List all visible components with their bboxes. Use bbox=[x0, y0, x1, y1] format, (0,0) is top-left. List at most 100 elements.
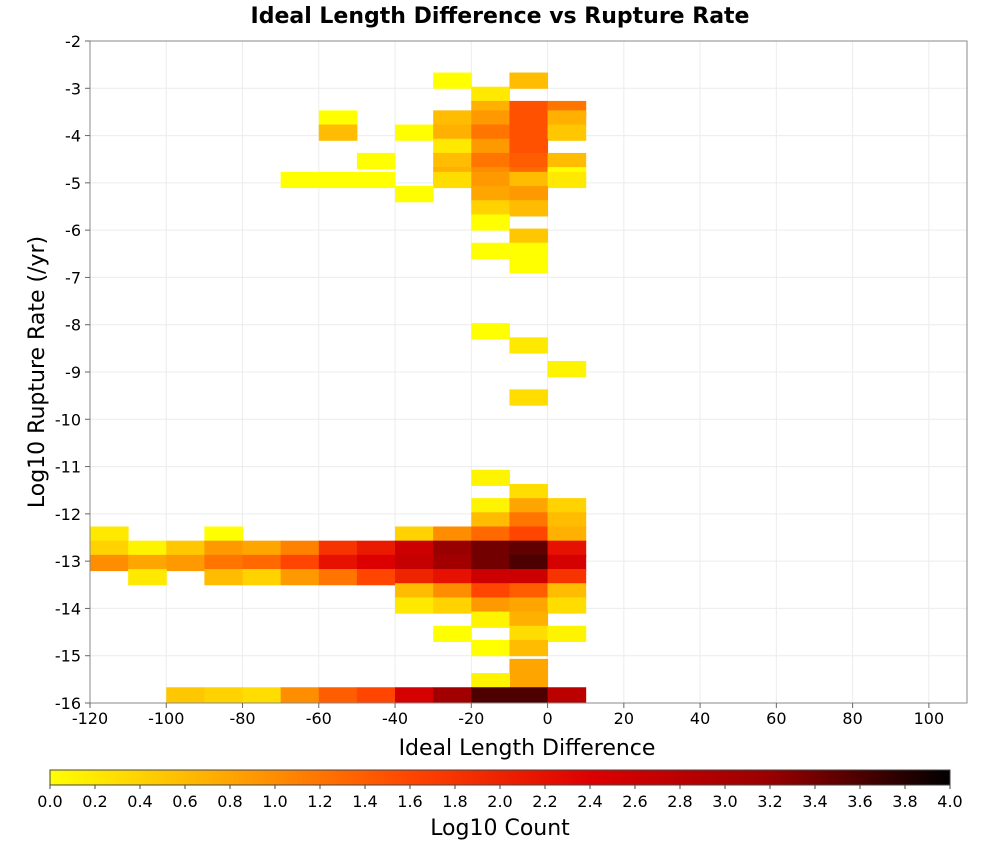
heatmap-cell bbox=[204, 687, 244, 704]
heatmap-cell bbox=[471, 540, 510, 557]
heatmap-cell bbox=[433, 72, 472, 89]
y-tick-label: -15 bbox=[55, 647, 81, 666]
heatmap-cell bbox=[318, 110, 358, 127]
heatmap-cell bbox=[509, 569, 549, 586]
heatmap-cell bbox=[471, 512, 510, 529]
y-tick-label: -4 bbox=[65, 127, 81, 146]
heatmap-cell bbox=[280, 540, 320, 557]
heatmap-cell bbox=[471, 138, 510, 155]
heatmap-cell bbox=[471, 469, 510, 486]
heatmap-cell bbox=[433, 583, 472, 600]
x-tick-label: 20 bbox=[614, 709, 634, 728]
heatmap-cell bbox=[509, 483, 549, 501]
x-axis-ticks: -120 -100 -80 -60 -40 -20 0 20 40 60 80 100 bbox=[72, 703, 944, 728]
colorbar-tick-label: 0.2 bbox=[82, 792, 107, 811]
heatmap-cell bbox=[90, 526, 129, 543]
colorbar-tick-label: 1.0 bbox=[262, 792, 287, 811]
heatmap-cell bbox=[395, 597, 434, 614]
heatmap-cell bbox=[471, 323, 510, 340]
heatmap-cell bbox=[547, 625, 587, 643]
heatmap-cell bbox=[509, 611, 549, 628]
colorbar-tick-label: 2.4 bbox=[577, 792, 602, 811]
heatmap-cell bbox=[356, 687, 396, 704]
heatmap-cell bbox=[433, 138, 472, 155]
heatmap-cell bbox=[471, 110, 510, 127]
colorbar-tick-label: 3.4 bbox=[802, 792, 827, 811]
heatmap-cell bbox=[471, 687, 510, 704]
heatmap-cell bbox=[547, 526, 587, 543]
heatmap-cell bbox=[166, 687, 205, 704]
heatmap-cell bbox=[356, 540, 396, 557]
heatmap-cell bbox=[509, 171, 549, 189]
heatmap-cell bbox=[547, 124, 587, 141]
heatmap-cell bbox=[395, 687, 434, 704]
heatmap-cell bbox=[471, 200, 510, 217]
heatmap-cell bbox=[509, 228, 549, 245]
heatmap-cell bbox=[318, 124, 358, 141]
heatmap-cell bbox=[509, 242, 549, 260]
colorbar-tick-label: 2.2 bbox=[532, 792, 557, 811]
heatmap-cell bbox=[471, 639, 510, 657]
heatmap-cell bbox=[509, 389, 549, 406]
x-tick-label: 40 bbox=[690, 709, 710, 728]
y-tick-label: -2 bbox=[65, 32, 81, 51]
heatmap-cell bbox=[509, 152, 549, 170]
y-tick-label: -12 bbox=[55, 505, 81, 524]
x-tick-label: 60 bbox=[766, 709, 786, 728]
x-tick-label: 0 bbox=[542, 709, 552, 728]
heatmap-cell bbox=[509, 498, 549, 515]
heatmap-cell bbox=[509, 72, 549, 89]
heatmap-cell bbox=[471, 498, 510, 515]
heatmap-cell bbox=[242, 687, 282, 704]
heatmap-cell bbox=[509, 597, 549, 614]
heatmap-cell bbox=[433, 110, 472, 127]
colorbar-tick-label: 3.2 bbox=[757, 792, 782, 811]
heatmap-cell bbox=[433, 152, 472, 170]
heatmap-cell bbox=[509, 200, 549, 217]
heatmap-cell bbox=[280, 569, 320, 586]
heatmap-cell bbox=[547, 110, 587, 127]
heatmap-cell bbox=[547, 152, 587, 170]
heatmap-cell bbox=[547, 540, 587, 557]
y-tick-label: -11 bbox=[55, 458, 81, 477]
heatmap-cell bbox=[547, 687, 587, 704]
colorbar-tick-label: 1.4 bbox=[352, 792, 377, 811]
heatmap-cell bbox=[356, 171, 396, 189]
heatmap-cell bbox=[90, 554, 129, 572]
y-tick-label: -14 bbox=[55, 599, 81, 618]
heatmap-cell bbox=[433, 171, 472, 189]
y-tick-label: -9 bbox=[65, 363, 81, 382]
heatmap-cell bbox=[509, 186, 549, 203]
heatmap-cell bbox=[318, 171, 358, 189]
heatmap-cell bbox=[471, 597, 510, 614]
heatmap-cell bbox=[471, 554, 510, 572]
colorbar-tick-label: 0.4 bbox=[127, 792, 152, 811]
y-tick-label: -10 bbox=[55, 410, 81, 429]
heatmap-cell bbox=[471, 583, 510, 600]
colorbar-tick-label: 0.8 bbox=[217, 792, 242, 811]
colorbar-tick-label: 1.6 bbox=[397, 792, 422, 811]
heatmap-cell bbox=[356, 152, 396, 170]
colorbar-tick-label: 4.0 bbox=[937, 792, 962, 811]
x-tick-label: -100 bbox=[148, 709, 184, 728]
heatmap-cell bbox=[356, 569, 396, 586]
heatmap-cell bbox=[280, 687, 320, 704]
heatmap-cell bbox=[395, 124, 434, 141]
heatmap-cell bbox=[433, 540, 472, 557]
heatmap-cell bbox=[509, 512, 549, 529]
x-tick-label: 100 bbox=[914, 709, 945, 728]
heatmap-cell bbox=[471, 214, 510, 231]
heatmap-cell bbox=[433, 124, 472, 141]
heatmap-cells bbox=[90, 72, 587, 704]
heatmap-cell bbox=[204, 554, 244, 572]
heatmap-cell bbox=[547, 569, 587, 586]
colorbar-tick-label: 3.6 bbox=[847, 792, 872, 811]
heatmap-cell bbox=[166, 554, 205, 572]
heatmap-cell bbox=[509, 583, 549, 600]
y-axis-ticks: -16 -15 -14 -13 -12 -11 -10 -9 -8 -7 -6 -5 -4 -3 -2 bbox=[55, 32, 90, 713]
heatmap-cell bbox=[547, 512, 587, 529]
heatmap-cell bbox=[433, 625, 472, 643]
x-tick-label: -40 bbox=[382, 709, 408, 728]
heatmap-cell bbox=[356, 554, 396, 572]
heatmap-cell bbox=[509, 658, 549, 676]
